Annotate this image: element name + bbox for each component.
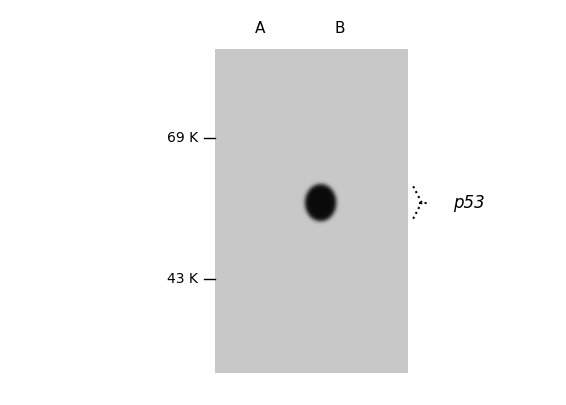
- Text: B: B: [335, 21, 345, 36]
- FancyBboxPatch shape: [215, 49, 408, 373]
- Text: A: A: [255, 21, 265, 36]
- Text: 43 K: 43 K: [167, 273, 198, 286]
- Text: p53: p53: [453, 194, 484, 211]
- Text: 69 K: 69 K: [167, 131, 198, 145]
